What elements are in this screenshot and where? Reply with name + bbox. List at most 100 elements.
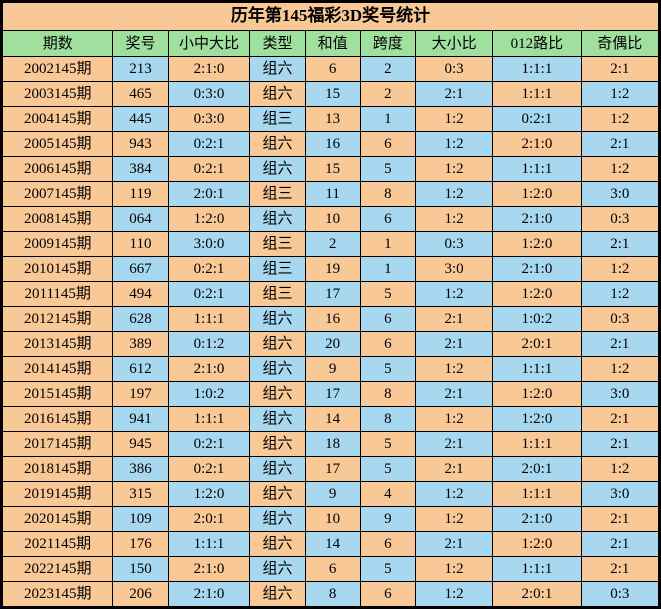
- cell-dxb: 2:1: [415, 432, 492, 457]
- stats-table: 历年第145福彩3D奖号统计 期数奖号小中大比类型和值跨度大小比012路比奇偶比…: [2, 2, 659, 607]
- cell-qishu: 2003145期: [3, 82, 113, 107]
- cell-kd: 1: [360, 107, 415, 132]
- cell-kd: 1: [360, 257, 415, 282]
- cell-lx: 组三: [250, 232, 305, 257]
- cell-kd: 5: [360, 457, 415, 482]
- cell-dxb: 0:3: [415, 232, 492, 257]
- cell-lpb: 0:2:1: [493, 107, 581, 132]
- cell-kd: 8: [360, 407, 415, 432]
- table-row: 2011145期4940:2:1组三1751:21:2:01:2: [3, 282, 659, 307]
- table-row: 2012145期6281:1:1组六1662:11:0:20:3: [3, 307, 659, 332]
- table-row: 2016145期9411:1:1组六1481:21:2:02:1: [3, 407, 659, 432]
- cell-lpb: 1:2:0: [493, 182, 581, 207]
- cell-jh: 628: [113, 307, 168, 332]
- cell-hz: 10: [305, 507, 360, 532]
- table-row: 2004145期4450:3:0组三1311:20:2:11:2: [3, 107, 659, 132]
- cell-qishu: 2009145期: [3, 232, 113, 257]
- cell-jh: 941: [113, 407, 168, 432]
- cell-jh: 315: [113, 482, 168, 507]
- cell-lpb: 1:1:1: [493, 157, 581, 182]
- cell-kd: 5: [360, 157, 415, 182]
- cell-jh: 064: [113, 207, 168, 232]
- cell-kd: 6: [360, 207, 415, 232]
- cell-lx: 组六: [250, 557, 305, 582]
- cell-dxb: 1:2: [415, 207, 492, 232]
- col-header: 小中大比: [168, 31, 250, 57]
- cell-job: 1:2: [581, 82, 658, 107]
- cell-xzd: 2:0:1: [168, 182, 250, 207]
- table-row: 2009145期1103:0:0组三210:31:2:02:1: [3, 232, 659, 257]
- cell-xzd: 1:2:0: [168, 207, 250, 232]
- table-row: 2006145期3840:2:1组六1551:21:1:11:2: [3, 157, 659, 182]
- cell-hz: 6: [305, 557, 360, 582]
- cell-qishu: 2007145期: [3, 182, 113, 207]
- cell-kd: 5: [360, 557, 415, 582]
- cell-qishu: 2011145期: [3, 282, 113, 307]
- cell-xzd: 0:2:1: [168, 432, 250, 457]
- cell-kd: 6: [360, 582, 415, 607]
- cell-lx: 组三: [250, 257, 305, 282]
- cell-qishu: 2023145期: [3, 582, 113, 607]
- cell-lpb: 1:2:0: [493, 282, 581, 307]
- cell-lpb: 1:1:1: [493, 57, 581, 82]
- cell-qishu: 2005145期: [3, 132, 113, 157]
- cell-qishu: 2018145期: [3, 457, 113, 482]
- cell-hz: 14: [305, 532, 360, 557]
- cell-xzd: 2:1:0: [168, 357, 250, 382]
- cell-job: 2:1: [581, 507, 658, 532]
- col-header: 012路比: [493, 31, 581, 57]
- cell-qishu: 2012145期: [3, 307, 113, 332]
- cell-lx: 组六: [250, 157, 305, 182]
- cell-qishu: 2019145期: [3, 482, 113, 507]
- cell-xzd: 3:0:0: [168, 232, 250, 257]
- cell-kd: 8: [360, 182, 415, 207]
- cell-dxb: 2:1: [415, 307, 492, 332]
- table-row: 2010145期6670:2:1组三1913:02:1:01:2: [3, 257, 659, 282]
- cell-lpb: 2:0:1: [493, 457, 581, 482]
- cell-lx: 组三: [250, 282, 305, 307]
- cell-lpb: 2:1:0: [493, 132, 581, 157]
- cell-qishu: 2017145期: [3, 432, 113, 457]
- cell-job: 3:0: [581, 482, 658, 507]
- cell-lx: 组六: [250, 532, 305, 557]
- cell-job: 2:1: [581, 332, 658, 357]
- cell-jh: 109: [113, 507, 168, 532]
- cell-xzd: 2:1:0: [168, 57, 250, 82]
- cell-dxb: 2:1: [415, 82, 492, 107]
- cell-lx: 组六: [250, 82, 305, 107]
- table-row: 2020145期1092:0:1组六1091:22:1:02:1: [3, 507, 659, 532]
- cell-dxb: 1:2: [415, 582, 492, 607]
- col-header: 奖号: [113, 31, 168, 57]
- cell-xzd: 0:3:0: [168, 82, 250, 107]
- cell-job: 1:2: [581, 157, 658, 182]
- cell-qishu: 2021145期: [3, 532, 113, 557]
- cell-hz: 13: [305, 107, 360, 132]
- table-row: 2003145期4650:3:0组六1522:11:1:11:2: [3, 82, 659, 107]
- cell-lx: 组六: [250, 307, 305, 332]
- cell-lx: 组三: [250, 182, 305, 207]
- cell-hz: 14: [305, 407, 360, 432]
- cell-jh: 386: [113, 457, 168, 482]
- cell-dxb: 1:2: [415, 407, 492, 432]
- cell-hz: 19: [305, 257, 360, 282]
- lottery-stats-table: 历年第145福彩3D奖号统计 期数奖号小中大比类型和值跨度大小比012路比奇偶比…: [0, 0, 661, 609]
- cell-hz: 10: [305, 207, 360, 232]
- table-row: 2007145期1192:0:1组三1181:21:2:03:0: [3, 182, 659, 207]
- table-row: 2021145期1761:1:1组六1462:11:2:02:1: [3, 532, 659, 557]
- cell-hz: 2: [305, 232, 360, 257]
- cell-kd: 5: [360, 357, 415, 382]
- col-header: 跨度: [360, 31, 415, 57]
- title-row: 历年第145福彩3D奖号统计: [3, 3, 659, 31]
- cell-xzd: 1:1:1: [168, 307, 250, 332]
- cell-dxb: 1:2: [415, 557, 492, 582]
- cell-job: 3:0: [581, 182, 658, 207]
- cell-jh: 119: [113, 182, 168, 207]
- cell-lx: 组六: [250, 432, 305, 457]
- cell-lx: 组六: [250, 57, 305, 82]
- cell-jh: 213: [113, 57, 168, 82]
- cell-jh: 945: [113, 432, 168, 457]
- cell-dxb: 1:2: [415, 507, 492, 532]
- table-row: 2002145期2132:1:0组六620:31:1:12:1: [3, 57, 659, 82]
- cell-job: 0:3: [581, 307, 658, 332]
- cell-xzd: 0:2:1: [168, 282, 250, 307]
